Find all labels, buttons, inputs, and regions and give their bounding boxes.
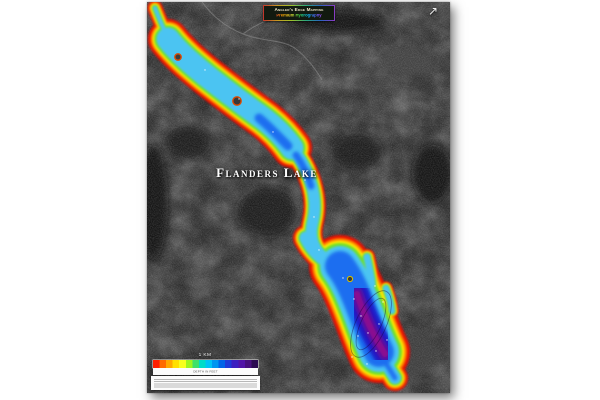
disclaimer-box — [151, 376, 260, 390]
depth-legend-bar — [153, 360, 258, 368]
depth-contours — [350, 290, 392, 358]
depth-markers — [204, 69, 388, 365]
depth-legend-caption: Depth in Feet — [193, 370, 218, 373]
island — [346, 275, 354, 283]
depth-legend-strip: Depth in Feet — [153, 368, 258, 375]
scale-bar-label: 1 km — [199, 352, 212, 358]
disclaimer-text-lines — [154, 378, 257, 388]
lake-title: Flanders Lake — [216, 165, 318, 180]
satellite-basemap — [147, 2, 450, 393]
island — [174, 53, 182, 61]
depth-legend: Depth in Feet — [153, 360, 258, 375]
brand-badge: Angler's Edge Mapping Premium Hydrograph… — [262, 5, 335, 21]
map-page: Angler's Edge Mapping Premium Hydrograph… — [147, 2, 450, 393]
brand-title: Angler's Edge Mapping — [273, 7, 324, 13]
north-arrow-icon: ↗ — [427, 4, 438, 18]
island — [232, 96, 242, 106]
brand-subtitle: Premium Hydrography — [275, 13, 322, 19]
brand-badge-inner: Angler's Edge Mapping Premium Hydrograph… — [263, 6, 334, 20]
